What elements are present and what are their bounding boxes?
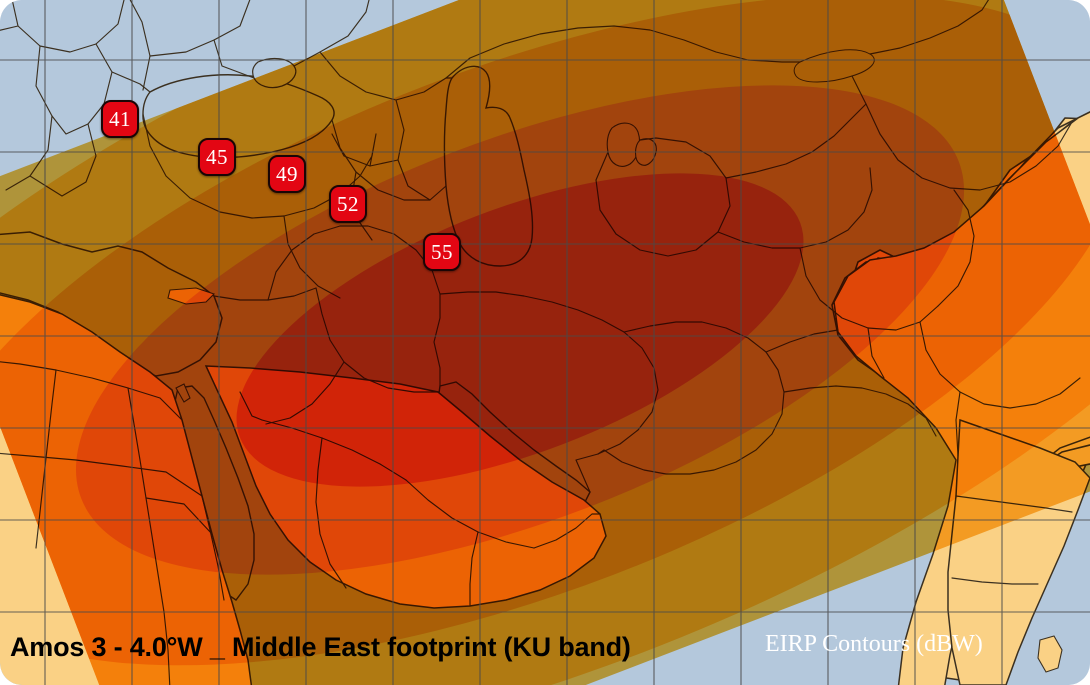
map-title: Amos 3 - 4.0°W _ Middle East footprint (… <box>10 632 631 662</box>
contour-badge-52[interactable]: 52 <box>329 185 367 223</box>
contour-badge-49[interactable]: 49 <box>268 155 306 193</box>
contour-badge-45[interactable]: 45 <box>198 138 236 176</box>
contour-badge-55[interactable]: 55 <box>423 233 461 271</box>
sri-lanka-island <box>1037 635 1063 673</box>
legend-label: EIRP Contours (dBW) <box>765 631 983 657</box>
contour-band-55 <box>236 173 804 487</box>
contour-badge-41[interactable]: 41 <box>101 100 139 138</box>
